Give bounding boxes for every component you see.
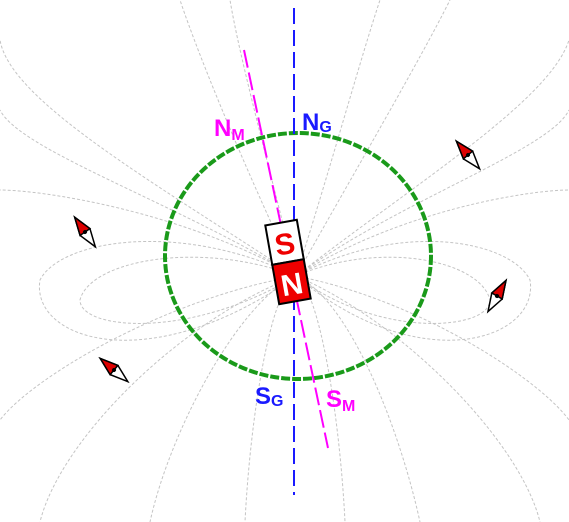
magnetic-axis — [243, 49, 329, 449]
south-geographic-label: SG — [255, 383, 283, 410]
compass-needle-icon — [486, 278, 508, 314]
south-magnetic-label: SM — [326, 386, 355, 415]
bar-magnet-icon: S N — [264, 218, 312, 306]
earth-outline — [163, 131, 433, 381]
north-magnetic-label: NM — [214, 115, 245, 144]
compass-needle-icon — [454, 139, 482, 171]
magnet-north-half — [271, 258, 312, 306]
north-geographic-label: NG — [302, 109, 332, 136]
compass-needle-icon — [73, 215, 97, 249]
compass-needle-icon — [98, 356, 130, 384]
